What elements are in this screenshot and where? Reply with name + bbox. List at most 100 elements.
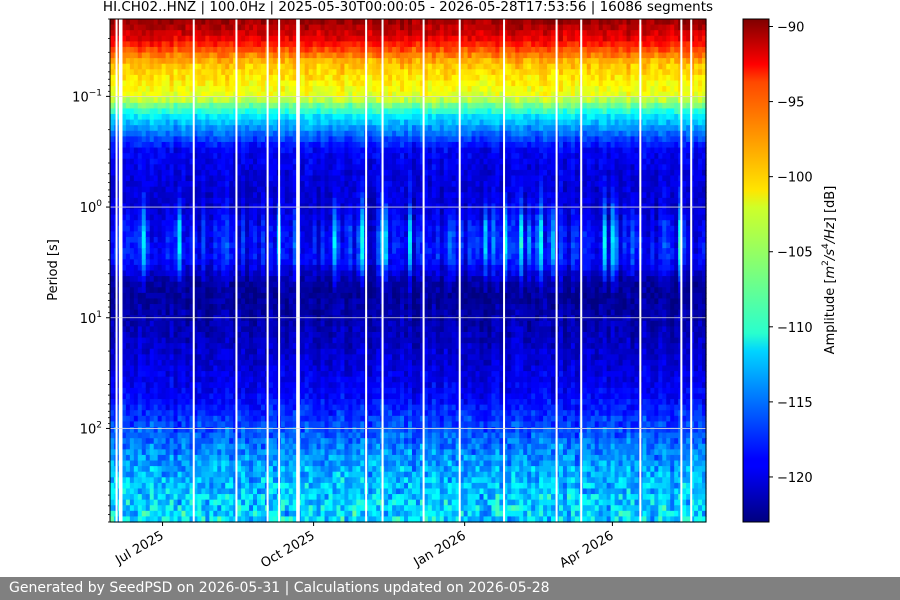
heatmap-cell	[157, 147, 163, 154]
heatmap-cell	[312, 281, 318, 288]
heatmap-cell	[217, 309, 222, 316]
heatmap-cell	[110, 24, 115, 31]
heatmap-cell	[241, 348, 246, 355]
heatmap-cell	[165, 175, 171, 182]
heatmap-cell	[328, 248, 334, 255]
heatmap-cell	[165, 477, 171, 484]
heatmap-cell	[280, 426, 286, 434]
heatmap-cell	[133, 499, 139, 506]
heatmap-cell	[145, 136, 151, 143]
heatmap-cell	[125, 236, 131, 244]
heatmap-cell	[181, 404, 187, 411]
heatmap-cell	[197, 516, 202, 523]
heatmap-cell	[153, 404, 159, 411]
heatmap-cell	[205, 41, 210, 48]
heatmap-cell	[225, 438, 230, 445]
heatmap-cell	[284, 471, 290, 478]
heatmap-cell	[280, 259, 286, 266]
heatmap-cell	[145, 197, 151, 205]
heatmap-cell	[141, 158, 147, 165]
heatmap-cell	[213, 253, 218, 260]
heatmap-cell	[193, 510, 199, 518]
heatmap-cell	[129, 175, 135, 182]
heatmap-cell	[308, 365, 314, 372]
heatmap-cell	[257, 348, 262, 355]
heatmap-cell	[149, 421, 155, 428]
heatmap-cell	[316, 24, 322, 31]
heatmap-cell	[260, 376, 266, 383]
heatmap-cell	[257, 276, 262, 283]
heatmap-cell	[260, 108, 266, 115]
heatmap-cell	[141, 119, 147, 126]
heatmap-cell	[121, 181, 127, 188]
heatmap-cell	[177, 382, 183, 389]
heatmap-cell	[253, 320, 258, 327]
heatmap-cell	[316, 371, 322, 378]
heatmap-cell	[241, 242, 246, 249]
heatmap-cell	[189, 270, 195, 277]
heatmap-cell	[157, 225, 163, 232]
heatmap-cell	[249, 209, 254, 216]
heatmap-cell	[110, 326, 115, 333]
heatmap-cell	[288, 270, 294, 277]
heatmap-cell	[316, 399, 322, 406]
heatmap-cell	[316, 214, 322, 221]
heatmap-cell	[300, 359, 306, 367]
heatmap-cell	[201, 153, 206, 160]
heatmap-cell	[169, 404, 175, 411]
heatmap-cell	[237, 80, 242, 87]
heatmap-cell	[169, 141, 175, 149]
heatmap-cell	[257, 482, 262, 490]
heatmap-cell	[257, 510, 262, 518]
heatmap-cell	[201, 343, 206, 350]
heatmap-cell	[193, 320, 199, 327]
heatmap-cell	[121, 460, 127, 467]
heatmap-cell	[292, 281, 298, 288]
heatmap-cell	[129, 415, 135, 422]
heatmap-cell	[201, 236, 206, 244]
heatmap-cell	[185, 231, 191, 238]
heatmap-cell	[209, 259, 214, 266]
heatmap-cell	[157, 292, 163, 300]
heatmap-cell	[149, 477, 155, 484]
heatmap-cell	[177, 242, 183, 249]
heatmap-cell	[320, 443, 326, 450]
heatmap-cell	[177, 175, 183, 182]
heatmap-cell	[193, 482, 199, 490]
heatmap-cell	[141, 499, 147, 506]
heatmap-cell	[272, 348, 278, 355]
heatmap-cell	[201, 80, 206, 87]
heatmap-cell	[121, 494, 127, 501]
heatmap-cell	[145, 259, 151, 266]
heatmap-cell	[268, 365, 274, 372]
heatmap-cell	[308, 158, 314, 165]
heatmap-cell	[110, 371, 115, 378]
heatmap-cell	[129, 225, 135, 232]
heatmap-cell	[304, 438, 310, 445]
heatmap-cell	[110, 69, 115, 76]
heatmap-cell	[141, 399, 147, 406]
heatmap-cell	[308, 97, 314, 104]
heatmap-cell	[253, 58, 258, 65]
heatmap-cell	[209, 186, 214, 193]
heatmap-cell	[280, 164, 286, 171]
heatmap-cell	[209, 510, 214, 518]
heatmap-cell	[121, 270, 127, 277]
heatmap-cell	[189, 292, 195, 300]
heatmap-cell	[257, 287, 262, 294]
heatmap-cell	[249, 343, 254, 350]
heatmap-cell	[217, 130, 222, 137]
heatmap-cell	[221, 125, 226, 132]
heatmap-cell	[312, 365, 318, 372]
heatmap-cell	[245, 231, 250, 238]
heatmap-cell	[165, 169, 171, 177]
heatmap-cell	[165, 192, 171, 199]
heatmap-cell	[308, 74, 314, 82]
heatmap-cell	[308, 63, 314, 70]
heatmap-cell	[272, 86, 278, 93]
heatmap-cell	[110, 443, 115, 450]
heatmap-cell	[121, 354, 127, 361]
heatmap-cell	[249, 354, 254, 361]
heatmap-cell	[284, 102, 290, 110]
heatmap-cell	[304, 248, 310, 255]
